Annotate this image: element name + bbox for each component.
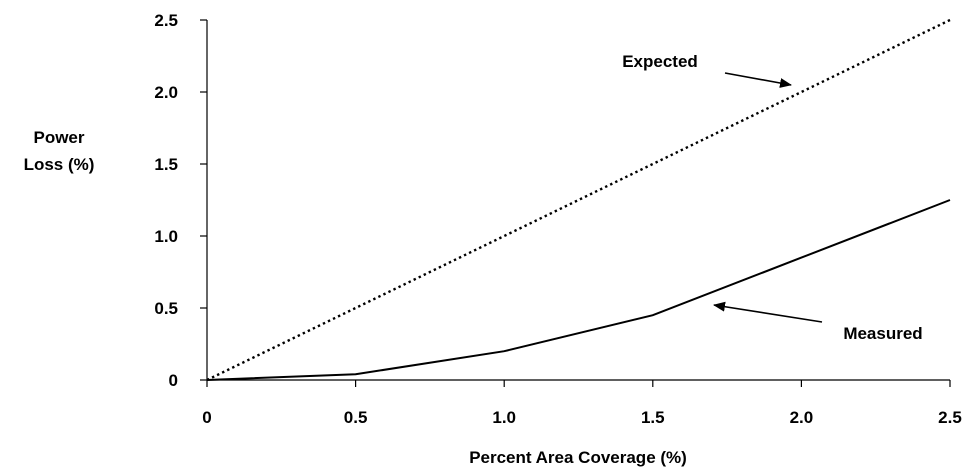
y-tick-label: 0 [169, 371, 178, 390]
y-tick-label: 1.0 [154, 227, 178, 246]
expected-annotation-arrow [724, 72, 792, 88]
series-line-expected [206, 18, 951, 382]
x-axis-ticks: 0 0.5 1.0 1.5 2.0 2.5 [202, 380, 962, 427]
y-tick-label: 2.0 [154, 83, 178, 102]
y-axis-ticks: 0 0.5 1.0 1.5 2.0 2.5 [154, 11, 207, 390]
series-line-measured [206, 199, 951, 381]
x-tick-label: 2.5 [938, 408, 962, 427]
measured-annotation-arrow [713, 301, 823, 323]
expected-annotation-label: Expected [622, 52, 698, 71]
x-tick-label: 0 [202, 408, 211, 427]
series-layer [206, 18, 951, 382]
y-tick-label: 1.5 [154, 155, 178, 174]
y-tick-label: 0.5 [154, 299, 178, 318]
y-tick-label: 2.5 [154, 11, 178, 30]
x-tick-label: 1.5 [641, 408, 665, 427]
x-tick-label: 2.0 [790, 408, 814, 427]
measured-annotation-label: Measured [843, 324, 922, 343]
x-tick-label: 0.5 [344, 408, 368, 427]
y-axis-label-line-2: Loss (%) [24, 155, 95, 174]
x-axis-label: Percent Area Coverage (%) [469, 448, 687, 467]
x-tick-label: 1.0 [492, 408, 516, 427]
y-axis-label-line-1: Power [33, 128, 84, 147]
